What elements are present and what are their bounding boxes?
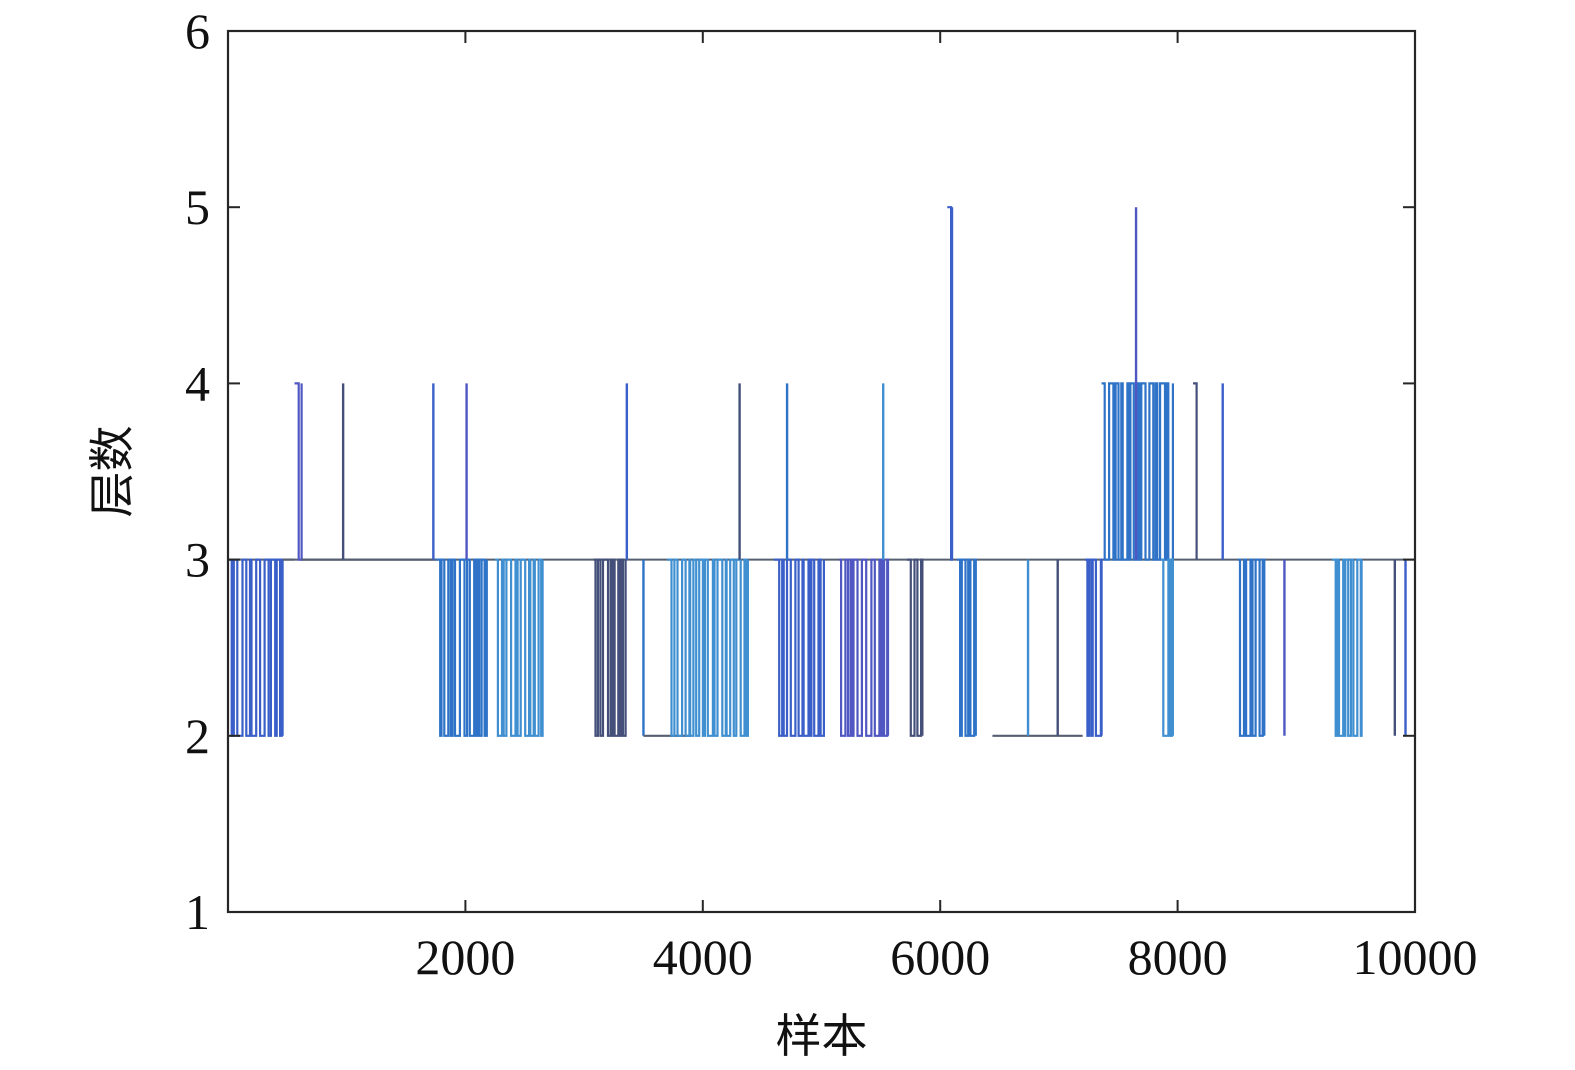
- y-axis-title: 层数: [85, 426, 139, 518]
- series-segment: [907, 558, 924, 737]
- series-segment: [1331, 558, 1363, 737]
- x-tick-label: 2000: [415, 929, 515, 985]
- series-step-path: [907, 558, 924, 737]
- series-step-path: [947, 206, 954, 561]
- series-segment: [774, 558, 825, 737]
- axis-tick-labels: 2000 4000 6000 8000 10000 1 2 3 4 5 6: [185, 3, 1478, 985]
- series-step-path: [593, 558, 627, 737]
- x-tick-label: 4000: [653, 929, 753, 985]
- series-segment: [667, 558, 749, 737]
- series-segment: [956, 558, 977, 737]
- series-step-path: [1085, 558, 1103, 737]
- y-tick-label: 5: [185, 179, 210, 235]
- series-segment: [495, 558, 544, 737]
- x-tick-label: 6000: [890, 929, 990, 985]
- series-step-path: [228, 558, 284, 737]
- series-step-path: [1101, 382, 1174, 561]
- series-step-path: [1331, 558, 1363, 737]
- series-segment: [947, 206, 954, 561]
- y-tick-label: 1: [185, 884, 210, 940]
- axes-frame: [226, 29, 1417, 914]
- y-tick-label: 6: [185, 3, 210, 59]
- y-tick-label: 4: [185, 355, 210, 411]
- x-tick-label: 8000: [1128, 929, 1228, 985]
- series-segment: [839, 558, 890, 737]
- series-step-path: [839, 558, 890, 737]
- series-segment: [1161, 558, 1174, 737]
- series-segment: [593, 558, 627, 737]
- series-step-path: [1161, 558, 1174, 737]
- series-segment: [1101, 382, 1174, 561]
- series-step-path: [294, 382, 303, 561]
- series-step-path: [1238, 558, 1266, 737]
- series-step-path: [956, 558, 977, 737]
- x-axis-title: 样本: [776, 1009, 868, 1063]
- series-segment: [1085, 558, 1103, 737]
- series-segment: [228, 558, 284, 737]
- plot-area: [228, 206, 1415, 737]
- series-segment: [294, 382, 303, 561]
- series-segment: [1193, 382, 1198, 560]
- series-step-path: [1193, 382, 1198, 560]
- x-tick-label: 10000: [1353, 929, 1478, 985]
- y-tick-label: 2: [185, 708, 210, 764]
- series-step-path: [774, 558, 825, 737]
- series-segment: [435, 558, 488, 737]
- axis-ticks: [228, 30, 1416, 913]
- series-step-path: [667, 558, 749, 737]
- series-step-path: [495, 558, 544, 737]
- series-step-path: [435, 558, 488, 737]
- series-segment: [1238, 558, 1266, 737]
- y-tick-label: 3: [185, 532, 210, 588]
